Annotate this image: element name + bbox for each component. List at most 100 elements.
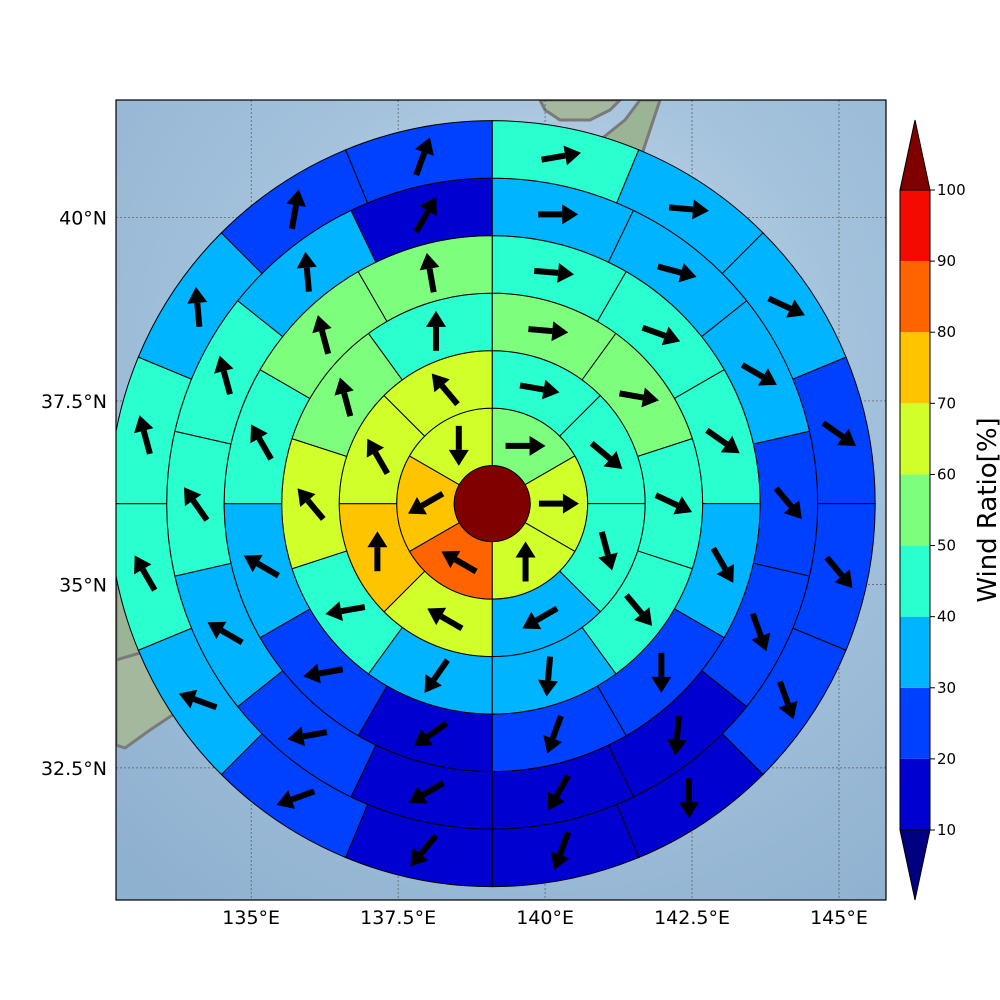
- wind-arrow-head: [431, 373, 450, 393]
- wind-arrow-shaft: [431, 658, 450, 682]
- wind-arrow-shaft: [305, 498, 326, 521]
- colorbar-tick-label: 40: [937, 608, 956, 626]
- wind-arrow-shaft: [777, 680, 791, 706]
- wind-arrow-head: [692, 199, 709, 220]
- wind-arrow-head: [183, 487, 202, 507]
- wind-arrow-shaft: [220, 370, 233, 396]
- colorbar-tick-label: 10: [937, 821, 956, 839]
- wind-arrow-head: [367, 531, 388, 548]
- wind-arrow-head: [178, 689, 198, 709]
- wind-arrow-head: [134, 555, 152, 575]
- map-panel: [116, 100, 886, 900]
- wind-arrow-head: [751, 632, 771, 652]
- wind-arrow-head: [287, 726, 305, 747]
- wind-arrow-shaft: [519, 382, 545, 393]
- colorbar-tick-label: 90: [937, 252, 956, 270]
- latitude-tick-labels: 40°N 37.5°N 35°N 32.5°N: [41, 207, 107, 779]
- wind-arrow-head: [563, 145, 581, 166]
- wind-arrow-shaft: [533, 267, 559, 276]
- colorbar-frame: [899, 189, 931, 831]
- wind-arrow-head: [522, 611, 542, 630]
- wind-arrow-shaft: [192, 696, 218, 711]
- center-disk: [453, 465, 531, 543]
- wind-arrow-shaft: [439, 383, 460, 407]
- wind-arrow-shaft: [557, 831, 571, 856]
- wind-arrow-shaft: [341, 392, 354, 417]
- wind-arrow-head: [550, 851, 570, 870]
- colorbar-tick-label: 100: [937, 181, 966, 199]
- wind-arrow-shaft: [673, 715, 682, 740]
- colorbar: 10 20 30 40 50 60 70 80 90 100: [899, 119, 966, 901]
- wind-arrow-head: [678, 802, 699, 819]
- wind-arrow-shaft: [821, 420, 845, 440]
- wind-arrow-shaft: [749, 612, 764, 638]
- wind-arrow-shaft: [553, 774, 571, 798]
- wind-arrow-head: [427, 607, 447, 626]
- wind-arrow-head: [666, 738, 687, 756]
- wind-arrow-head: [778, 700, 798, 720]
- colorbar-segment: [900, 190, 930, 262]
- wind-arrow-shaft: [290, 788, 316, 803]
- wind-arrow-shaft: [413, 209, 431, 234]
- map-frame: [115, 99, 887, 901]
- lon-tick-label: 145°E: [810, 907, 868, 929]
- colorbar-segment: [900, 403, 930, 475]
- wind-arrow-shaft: [418, 833, 439, 857]
- wind-arrow-head: [413, 728, 433, 747]
- colorbar-tick-label: 60: [937, 465, 956, 483]
- wind-arrow-shaft: [657, 263, 682, 276]
- wind-arrow-head: [286, 189, 306, 207]
- wind-arrow-head: [538, 679, 558, 697]
- wind-arrow-shaft: [654, 492, 679, 509]
- lat-tick-label: 35°N: [59, 574, 107, 596]
- colorbar-tick-label: 20: [937, 750, 956, 768]
- wind-arrow-head: [720, 435, 740, 454]
- wind-arrow-head: [673, 496, 693, 515]
- wind-arrow-head: [543, 735, 563, 754]
- wind-arrow-shaft: [641, 324, 667, 339]
- wind-arrow-head: [551, 321, 569, 342]
- wind-arrow-shaft: [413, 151, 428, 177]
- wind-arrow-head: [634, 607, 653, 626]
- wind-arrow-shaft: [190, 498, 210, 522]
- wind-arrow-shaft: [140, 567, 158, 592]
- wind-arrow-shaft: [740, 362, 765, 380]
- colorbar-tick-label: 70: [937, 394, 956, 412]
- wind-arrow-head: [834, 569, 853, 589]
- wind-arrow-head: [426, 310, 447, 327]
- colorbar-segment: [900, 332, 930, 404]
- wind-arrow-head: [297, 488, 316, 508]
- wind-arrow-shaft: [824, 555, 845, 578]
- colorbar-tick-label: 50: [937, 537, 956, 555]
- wind-arrow-shaft: [528, 326, 553, 335]
- wind-arrow-head: [312, 315, 332, 334]
- wind-arrow-head: [515, 541, 536, 558]
- wind-arrow-shaft: [194, 302, 203, 328]
- wind-arrow-head: [419, 252, 440, 271]
- wind-arrow-shaft: [439, 613, 464, 632]
- wind-arrow-shaft: [705, 427, 729, 447]
- wind-arrow-head: [250, 424, 268, 444]
- wind-arrow-shaft: [319, 329, 332, 355]
- wind-arrow-head: [783, 500, 802, 519]
- wind-arrow-head: [276, 790, 296, 809]
- wind-arrow-head: [448, 449, 469, 466]
- wind-arrow-head: [303, 663, 321, 684]
- wind-arrow-head: [366, 438, 385, 458]
- wind-arrow-shaft: [140, 429, 153, 455]
- lon-tick-label: 140°E: [516, 907, 574, 929]
- wind-arrow-shaft: [710, 546, 728, 571]
- colorbar-segment: [900, 687, 930, 759]
- wind-arrow-head: [408, 497, 427, 515]
- wind-arrow-shaft: [541, 152, 566, 163]
- wind-arrow-shaft: [624, 593, 645, 616]
- wind-arrow-head: [408, 786, 428, 804]
- wind-arrow-head: [562, 493, 579, 514]
- wind-arrow-shaft: [545, 656, 554, 681]
- wind-arrow-shaft: [425, 720, 449, 740]
- colorbar-tick-label: 30: [937, 679, 956, 697]
- wind-arrow-head: [243, 554, 263, 573]
- colorbar-under-triangle: [899, 829, 931, 901]
- wind-arrow-shaft: [619, 390, 644, 401]
